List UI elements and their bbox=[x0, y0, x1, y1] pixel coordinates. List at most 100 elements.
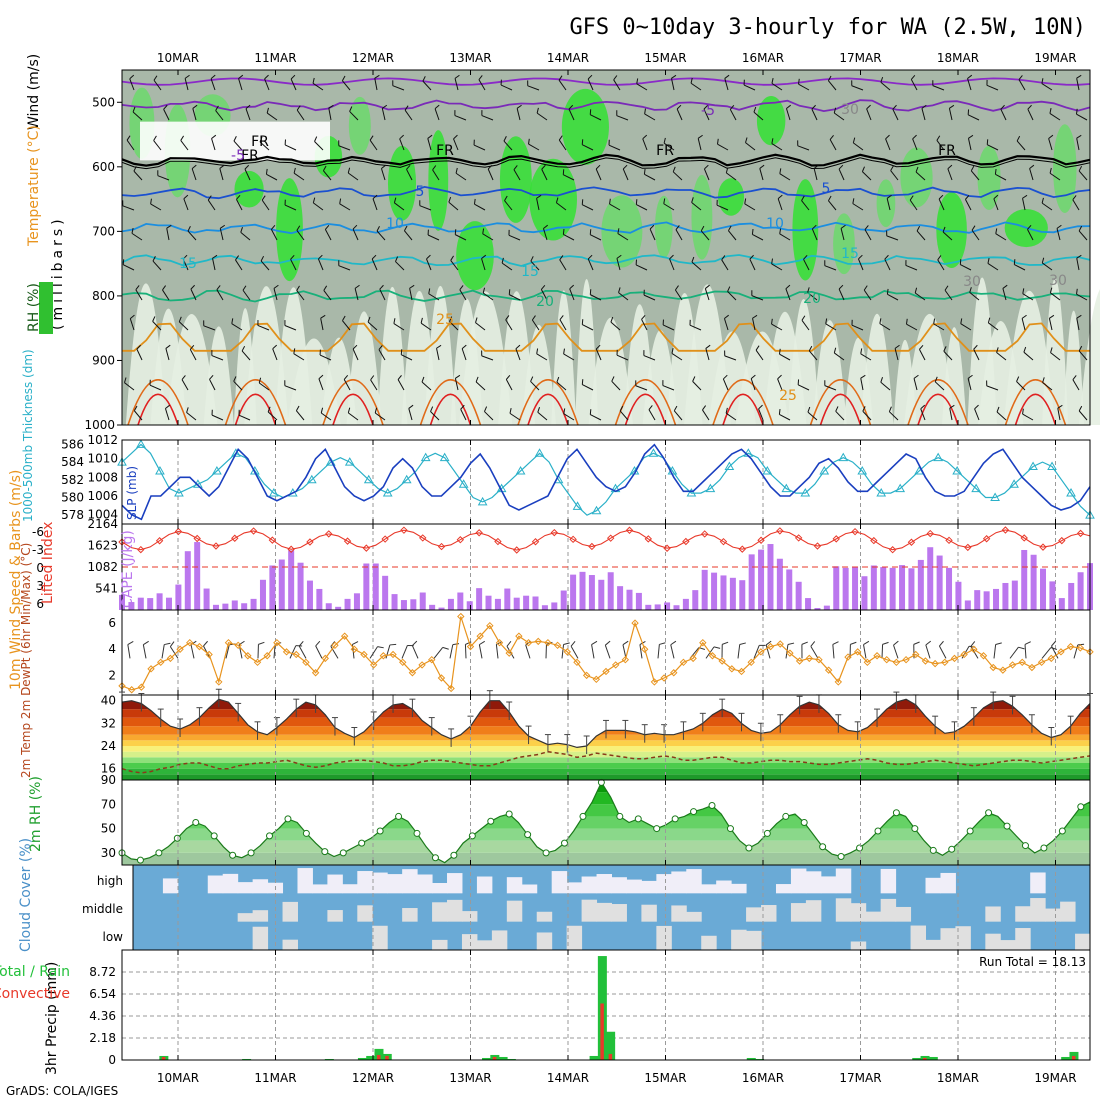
lifted-index-marker bbox=[964, 543, 972, 552]
cloud-fraction-bar bbox=[820, 876, 837, 894]
precip-total-bar bbox=[498, 1056, 508, 1060]
wind-barb bbox=[273, 644, 276, 659]
wind-barb bbox=[354, 288, 359, 301]
cape-bar bbox=[269, 565, 276, 610]
wind-barb bbox=[662, 324, 675, 331]
wind-barb bbox=[1076, 318, 1080, 331]
wind-barb bbox=[225, 644, 230, 659]
wind-speed-marker bbox=[1028, 663, 1036, 672]
wind-barb-flag bbox=[296, 105, 301, 111]
wind-barb bbox=[339, 203, 351, 211]
wind-barb bbox=[590, 114, 602, 121]
rh-marker bbox=[726, 825, 734, 833]
wind-barb-flag bbox=[1021, 314, 1027, 319]
rh-marker bbox=[358, 839, 366, 847]
cape-bar bbox=[194, 542, 201, 610]
wind-barb bbox=[1002, 288, 1007, 301]
wind-barb bbox=[967, 138, 972, 151]
wind-barb bbox=[944, 289, 953, 301]
temp-tick-label: 32 bbox=[101, 716, 116, 730]
wind-barb bbox=[690, 82, 702, 91]
wind-barb-flag bbox=[944, 285, 949, 291]
wind-barb bbox=[1048, 138, 1053, 151]
wind-barb-flag bbox=[813, 164, 819, 169]
wind-barb bbox=[323, 170, 332, 181]
lifted-index-marker bbox=[456, 536, 465, 544]
cape-bar bbox=[147, 598, 154, 610]
wind-barb bbox=[617, 233, 629, 241]
wind-barb bbox=[126, 139, 135, 151]
wind-barb-flag bbox=[1018, 75, 1023, 80]
wind-speed-marker bbox=[350, 645, 359, 653]
cloud-fraction-bar bbox=[596, 874, 612, 894]
wind-barb bbox=[635, 264, 648, 271]
wind-barb bbox=[180, 140, 189, 151]
top-date-label: 14MAR bbox=[547, 51, 589, 65]
pressure-tick-label: 700 bbox=[92, 224, 115, 238]
wind-barb bbox=[1022, 293, 1034, 301]
wind-barb-flag bbox=[1018, 646, 1025, 650]
wind-barb bbox=[729, 109, 737, 121]
rh-marker bbox=[911, 825, 919, 833]
wind-barb bbox=[934, 381, 945, 391]
lifted-index-marker bbox=[926, 529, 934, 538]
cape-bar bbox=[1068, 582, 1075, 610]
wind-barb bbox=[272, 348, 278, 361]
cape-bar bbox=[250, 598, 257, 610]
wind-barb-flag bbox=[430, 406, 434, 412]
wind-barb bbox=[245, 108, 251, 121]
wind-barb bbox=[1076, 113, 1088, 121]
wind-barb bbox=[558, 79, 567, 91]
cape-bar bbox=[344, 598, 351, 610]
rh-dry-patch bbox=[574, 278, 599, 425]
wind-barb bbox=[673, 410, 683, 421]
wind-barb bbox=[374, 412, 386, 421]
wind-speed-marker bbox=[950, 654, 959, 663]
wind-barb bbox=[890, 170, 899, 181]
precip-frame bbox=[121, 949, 1091, 1061]
wind-barb-flag bbox=[427, 134, 433, 139]
lifted-index-marker bbox=[343, 537, 352, 545]
lifted-index-marker bbox=[945, 536, 953, 545]
cape-bar bbox=[607, 572, 614, 610]
wind-barb bbox=[851, 324, 864, 331]
top-date-label: 19MAR bbox=[1034, 51, 1076, 65]
cloud-fraction-bar bbox=[252, 879, 269, 894]
wind-barb bbox=[189, 349, 197, 361]
wind-barb-flag bbox=[569, 284, 575, 290]
lifted-index-tick-label: 3 bbox=[36, 579, 44, 593]
rh-dry-patch bbox=[903, 313, 956, 425]
wind-barb-flag bbox=[1050, 347, 1053, 353]
wind-barb bbox=[745, 142, 756, 151]
wind-barb bbox=[862, 171, 872, 181]
wind-barb-flag bbox=[1048, 134, 1054, 139]
wind-barb-flag bbox=[916, 225, 921, 232]
wind-barb bbox=[427, 234, 440, 241]
thickness-marker bbox=[838, 452, 849, 462]
wind-barb-flag bbox=[965, 194, 970, 200]
wind-speed-marker bbox=[892, 658, 901, 667]
wind-barb-flag bbox=[705, 284, 710, 289]
rh-marker bbox=[136, 856, 144, 864]
cape-bar bbox=[372, 563, 379, 610]
wind-barb bbox=[860, 353, 872, 361]
wind-speed-marker bbox=[979, 652, 988, 660]
thickness-tick-label: 578 bbox=[61, 508, 84, 522]
rh-dry-patch bbox=[588, 317, 634, 425]
precip-tick-label: 8.72 bbox=[89, 965, 116, 979]
wind-barb bbox=[779, 173, 791, 181]
wind-barb-flag bbox=[341, 75, 346, 81]
lifted-index-marker bbox=[1076, 529, 1085, 538]
wind-barb-flag bbox=[755, 345, 760, 351]
wind-barb bbox=[343, 379, 351, 391]
wind-speed-marker bbox=[234, 641, 242, 650]
wind-speed-marker bbox=[708, 652, 717, 660]
wind-barb-flag bbox=[670, 640, 677, 646]
wind-barb-flag bbox=[432, 165, 437, 171]
cape-bar bbox=[767, 544, 774, 610]
wind-barb-flag bbox=[555, 197, 559, 203]
wind-speed-marker bbox=[611, 661, 620, 669]
cape-bar bbox=[852, 567, 859, 610]
wind-barb bbox=[212, 258, 216, 271]
wind-barb-flag bbox=[320, 407, 324, 414]
